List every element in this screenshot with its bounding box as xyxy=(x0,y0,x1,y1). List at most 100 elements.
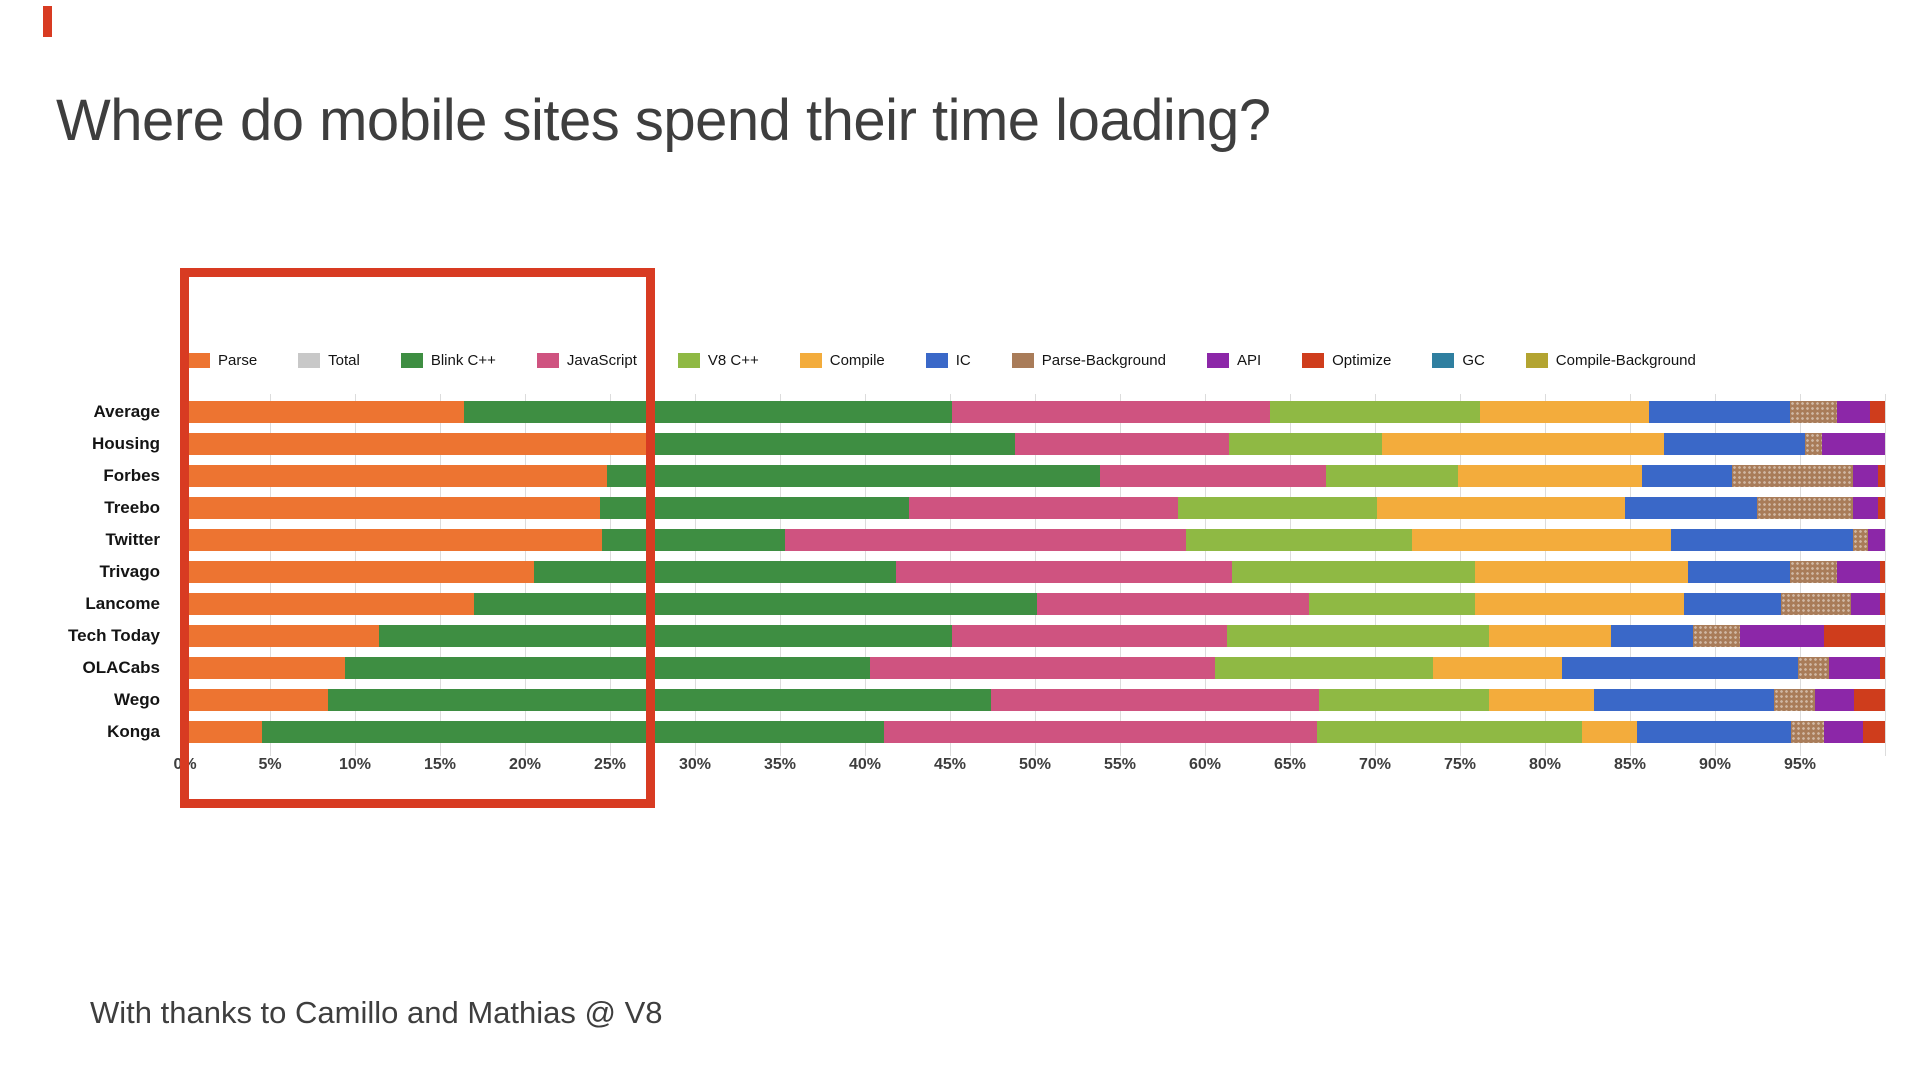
bar-segment-blink-c- xyxy=(261,721,884,743)
bar-segment-ic xyxy=(1663,433,1806,455)
legend-label: Compile-Background xyxy=(1555,352,1696,369)
bar-segment-ic xyxy=(1624,497,1758,519)
bar-row xyxy=(185,561,1885,583)
axis-tick-label: 20% xyxy=(508,756,542,773)
bar-segment-blink-c- xyxy=(327,689,991,711)
bar-segment-ic xyxy=(1636,721,1792,743)
bar-row xyxy=(185,593,1885,615)
bar-segment-compile xyxy=(1488,689,1595,711)
bar-segment-api xyxy=(1850,593,1880,615)
legend-swatch xyxy=(677,353,700,368)
bar-segment-api xyxy=(1837,401,1870,423)
bar-segment-parse-background xyxy=(1789,561,1838,583)
bar-segment-optimize xyxy=(1878,465,1885,487)
bar-segment-parse xyxy=(185,465,607,487)
bar-segment-blink-c- xyxy=(533,561,896,583)
axis-tick-label: 15% xyxy=(423,756,457,773)
bar-segment-javascript xyxy=(1014,433,1229,455)
axis-tick-label: 90% xyxy=(1698,756,1732,773)
bar-segment-api xyxy=(1828,657,1880,679)
bar-segment-parse xyxy=(185,593,474,615)
bar-segment-parse-background xyxy=(1798,657,1829,679)
slide-title: Where do mobile sites spend their time l… xyxy=(56,87,1271,153)
legend-label: Parse-Background xyxy=(1041,352,1166,369)
gridline xyxy=(1885,394,1886,756)
bar-segment-javascript xyxy=(895,561,1233,583)
bar-segment-javascript xyxy=(990,689,1319,711)
bar-row xyxy=(185,625,1885,647)
row-label: Trivago xyxy=(99,562,160,581)
axis-tick-label: 55% xyxy=(1103,756,1137,773)
row-label: OLACabs xyxy=(82,658,160,677)
axis-tick-label: 30% xyxy=(678,756,712,773)
bar-segment-ic xyxy=(1687,561,1790,583)
bar-segment-api xyxy=(1815,689,1855,711)
bar-segment-compile xyxy=(1412,529,1671,551)
bar-segment-blink-c- xyxy=(378,625,952,647)
bar-segment-v8-c- xyxy=(1308,593,1476,615)
legend-label: Parse xyxy=(218,352,258,369)
row-label: Twitter xyxy=(105,530,160,549)
legend-item: Optimize xyxy=(1302,352,1391,369)
bar-segment-compile xyxy=(1475,561,1688,583)
red-corner-tick xyxy=(43,6,52,37)
legend-item: JavaScript xyxy=(536,352,637,369)
legend-label: V8 C++ xyxy=(707,352,759,369)
bar-segment-v8-c- xyxy=(1186,529,1413,551)
bar-segment-optimize xyxy=(1823,625,1885,647)
bar-segment-javascript xyxy=(909,497,1178,519)
legend-item: Compile xyxy=(799,352,885,369)
legend-label: Compile xyxy=(829,352,885,369)
legend-swatch xyxy=(925,353,948,368)
bar-segment-optimize xyxy=(1862,721,1885,743)
bar-segment-api xyxy=(1837,561,1880,583)
bar-segment-compile xyxy=(1376,497,1625,519)
bar-segment-compile xyxy=(1480,401,1649,423)
bar-segment-ic xyxy=(1684,593,1782,615)
bar-segment-v8-c- xyxy=(1269,401,1481,423)
bar-segment-parse-background xyxy=(1781,593,1851,615)
bar-segment-parse xyxy=(185,625,379,647)
legend-item: Total xyxy=(298,352,360,369)
legend-label: GC xyxy=(1462,352,1485,369)
bar-segment-v8-c- xyxy=(1317,721,1583,743)
chart-legend: Parse Total Blink C++ JavaScript V8 C++ Compi… xyxy=(188,352,1696,369)
bar-segment-api xyxy=(1852,497,1879,519)
bar-segment-v8-c- xyxy=(1232,561,1476,583)
bar-segment-ic xyxy=(1670,529,1853,551)
row-label: Wego xyxy=(114,690,160,709)
axis-tick-label: 75% xyxy=(1443,756,1477,773)
axis-tick-label: 70% xyxy=(1358,756,1392,773)
bar-segment-optimize xyxy=(1879,657,1885,679)
bar-segment-ic xyxy=(1561,657,1799,679)
bar-segment-v8-c- xyxy=(1177,497,1377,519)
axis-tick-label: 5% xyxy=(258,756,282,773)
axis-tick-label: 60% xyxy=(1188,756,1222,773)
row-label: Average xyxy=(93,402,160,421)
bar-row xyxy=(185,529,1885,551)
bar-segment-parse-background xyxy=(1791,721,1824,743)
bar-segment-optimize xyxy=(1878,497,1885,519)
bar-segment-javascript xyxy=(870,657,1216,679)
bar-row xyxy=(185,657,1885,679)
legend-item: IC xyxy=(925,352,971,369)
plot-area xyxy=(185,394,1886,756)
bar-segment-ic xyxy=(1648,401,1790,423)
bar-segment-parse-background xyxy=(1805,433,1823,455)
bar-segment-parse-background xyxy=(1774,689,1816,711)
legend-label: Blink C++ xyxy=(430,352,496,369)
legend-swatch xyxy=(1302,353,1325,368)
bar-segment-javascript xyxy=(1036,593,1309,615)
row-label: Forbes xyxy=(103,466,160,485)
bar-segment-compile xyxy=(1381,433,1664,455)
axis-tick-label: 50% xyxy=(1018,756,1052,773)
bar-segment-v8-c- xyxy=(1227,625,1489,647)
bar-segment-optimize xyxy=(1854,689,1885,711)
bar-segment-optimize xyxy=(1879,561,1885,583)
x-axis: 0% 5% 10% 15% 20% 25% 30% 35% 40% 45% 50% 55% 60% 65%… xyxy=(173,756,1885,782)
axis-tick-label: 10% xyxy=(338,756,372,773)
bar-segment-blink-c- xyxy=(652,433,1015,455)
bar-segment-ic xyxy=(1611,625,1693,647)
legend-item: Parse-Background xyxy=(1011,352,1166,369)
legend-label: Total xyxy=(328,352,360,369)
